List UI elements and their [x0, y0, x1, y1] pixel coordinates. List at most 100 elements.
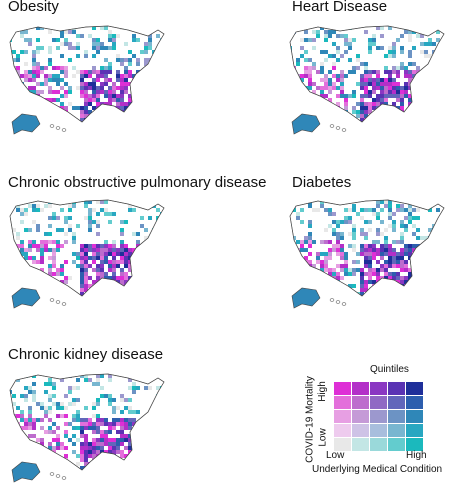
county-cell [420, 276, 424, 280]
county-cell [20, 208, 24, 212]
county-cell [124, 82, 128, 86]
county-cell [364, 62, 368, 66]
county-cell [432, 98, 436, 102]
county-cell [28, 418, 32, 422]
county-cell [108, 470, 112, 474]
county-cell [348, 58, 352, 62]
county-cell [56, 414, 60, 418]
county-cell [10, 228, 12, 232]
county-cell [112, 114, 116, 118]
county-cell [136, 82, 140, 86]
county-cell [308, 82, 312, 86]
county-cell [328, 70, 332, 74]
county-cell [360, 216, 364, 220]
county-cell [132, 208, 136, 212]
county-cell [88, 86, 92, 90]
county-cell [416, 82, 420, 86]
county-cell [80, 122, 84, 126]
county-cell [328, 252, 332, 256]
county-cell [336, 232, 340, 236]
county-cell [304, 110, 308, 114]
county-cell [348, 220, 352, 224]
county-cell [92, 426, 96, 430]
county-cell [372, 292, 376, 296]
county-cell [88, 208, 92, 212]
hawaii-island [49, 298, 55, 302]
county-cell [88, 110, 92, 114]
county-cell [92, 414, 96, 418]
county-cell [64, 106, 68, 110]
county-cell [128, 296, 132, 300]
county-cell [144, 434, 148, 438]
county-cell [384, 268, 388, 272]
county-cell [20, 212, 24, 216]
county-cell [108, 426, 112, 430]
county-cell [400, 126, 404, 130]
county-cell [424, 118, 428, 122]
county-cell [76, 86, 80, 90]
legend-swatch [334, 382, 351, 395]
county-cell [408, 272, 412, 276]
county-cell [64, 220, 68, 224]
county-cell [124, 462, 128, 466]
county-cell [136, 374, 140, 378]
county-cell [152, 98, 156, 102]
county-cell [92, 450, 96, 454]
county-cell [144, 272, 148, 276]
county-cell [48, 378, 52, 382]
county-cell [300, 54, 304, 58]
county-cell [420, 236, 424, 240]
county-cell [68, 208, 72, 212]
county-cell [156, 474, 160, 478]
county-cell [112, 398, 116, 402]
county-cell [368, 106, 372, 110]
county-cell [92, 446, 96, 450]
county-cell [164, 268, 168, 272]
county-cell [348, 208, 352, 212]
map-panel-obesity: Obesity [0, 0, 237, 160]
county-cell [400, 102, 404, 106]
legend-swatch [370, 438, 387, 451]
county-cell [20, 450, 24, 454]
county-cell [344, 216, 348, 220]
county-cell [28, 86, 32, 90]
county-cell [60, 54, 64, 58]
county-cell [148, 462, 152, 466]
county-cell [352, 118, 356, 122]
county-cell [108, 212, 112, 216]
county-cell [48, 426, 52, 430]
county-cell [356, 300, 360, 304]
county-cell [332, 82, 336, 86]
county-cell [340, 292, 344, 296]
county-cell [360, 114, 364, 118]
county-cell [112, 466, 116, 470]
county-cell [32, 240, 36, 244]
county-cell [100, 122, 104, 126]
county-cell [380, 300, 384, 304]
county-cell [100, 110, 104, 114]
hawaii-island [329, 298, 335, 302]
county-cell [436, 236, 440, 240]
county-cell [10, 288, 12, 292]
county-cell [324, 284, 328, 288]
county-cell [152, 82, 156, 86]
county-cell [148, 280, 152, 284]
county-cell [92, 46, 96, 50]
county-cell [32, 272, 36, 276]
county-cell [140, 248, 144, 252]
county-cell [40, 260, 44, 264]
county-cell [352, 236, 356, 240]
county-cell [100, 466, 104, 470]
hawaii-island [61, 302, 67, 306]
county-cell [96, 248, 100, 252]
county-cell [100, 86, 104, 90]
county-cell [76, 418, 80, 422]
county-cell [96, 42, 100, 46]
county-cell [424, 74, 428, 78]
county-cell [100, 292, 104, 296]
legend-title: Quintiles [370, 364, 409, 375]
county-cell [16, 378, 20, 382]
county-cell [84, 458, 88, 462]
county-cell [312, 46, 316, 50]
county-cell [92, 70, 96, 74]
